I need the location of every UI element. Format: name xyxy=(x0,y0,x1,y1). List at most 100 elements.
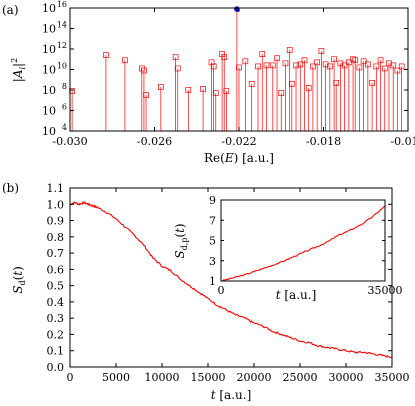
inset-y-tick-label: 3 xyxy=(209,255,216,268)
inset-x-tick-label: 0 xyxy=(218,284,225,297)
data-marker xyxy=(242,58,249,65)
data-marker xyxy=(210,63,217,70)
inset-plot xyxy=(220,205,386,282)
panel-a-label: (a) xyxy=(2,3,19,17)
data-marker xyxy=(356,64,363,71)
data-marker xyxy=(341,62,348,69)
panel-b-label: (b) xyxy=(2,181,19,195)
data-marker xyxy=(221,54,228,61)
data-marker xyxy=(255,63,261,70)
y-tick-label: 0.2 xyxy=(47,328,65,341)
x-tick-label: -0.014 xyxy=(390,135,415,148)
panel-b-axes: 0 5000 10000 15000 20000 25000 30000 35000 0.0 0.… xyxy=(47,182,410,384)
data-marker xyxy=(293,62,299,69)
x-tick-label: 35000 xyxy=(375,371,410,384)
data-marker xyxy=(122,57,128,64)
inset-xlabel: t [a.u.] xyxy=(276,288,317,302)
data-marker xyxy=(212,90,219,96)
y-tick-label: 0.3 xyxy=(47,312,65,325)
data-marker xyxy=(331,56,337,63)
data-marker xyxy=(269,62,276,69)
data-marker xyxy=(200,86,206,92)
y-tick-label: 10 xyxy=(42,23,56,36)
y-tick-label: 1.0 xyxy=(47,198,65,211)
data-marker xyxy=(236,64,242,71)
y-tick-label: 10 xyxy=(42,105,56,118)
data-marker xyxy=(288,80,295,87)
y-tick-label: 10 xyxy=(42,43,56,56)
inset-x-tick-label: 35000 xyxy=(368,284,403,297)
x-tick-label: 15000 xyxy=(191,371,226,384)
data-marker xyxy=(274,55,280,62)
data-marker xyxy=(352,57,359,64)
data-marker xyxy=(326,63,333,70)
data-marker xyxy=(174,65,181,72)
data-marker xyxy=(185,87,192,93)
y-tick-exponent: 8 xyxy=(62,82,67,91)
y-tick-label: 1.1 xyxy=(47,182,65,195)
y-tick-label: 0.6 xyxy=(47,263,65,276)
y-tick-label: 0.7 xyxy=(47,247,65,260)
data-marker xyxy=(138,65,145,72)
x-tick-label: 20000 xyxy=(237,371,272,384)
y-tick-label: 0.8 xyxy=(47,231,65,244)
data-marker xyxy=(278,90,285,96)
panel-b-plot xyxy=(69,200,393,359)
y-tick-label: 0.1 xyxy=(47,345,65,358)
inset-series-line xyxy=(220,205,386,282)
y-tick-label: 10 xyxy=(42,84,56,97)
inset-y-tick-label: 5 xyxy=(209,235,216,248)
x-tick-label: 30000 xyxy=(329,371,364,384)
panel-a-xlabel: Re(E) [a.u.] xyxy=(204,151,274,165)
x-tick-label: -0.030 xyxy=(52,135,87,148)
data-marker xyxy=(322,61,329,68)
y-tick-exponent: 12 xyxy=(57,41,67,50)
data-marker xyxy=(297,61,304,68)
data-marker xyxy=(305,85,312,91)
data-marker xyxy=(386,60,392,67)
y-tick-label: 0.0 xyxy=(47,361,65,374)
y-tick-label: 0.4 xyxy=(47,296,65,309)
data-marker xyxy=(248,80,255,87)
data-marker xyxy=(337,60,344,67)
data-marker xyxy=(318,48,325,54)
y-tick-label: 10 xyxy=(42,64,56,77)
data-marker xyxy=(365,61,371,68)
x-tick-label: -0.022 xyxy=(221,135,256,148)
data-marker xyxy=(381,65,388,72)
x-tick-label: 10000 xyxy=(145,371,180,384)
inset-axes: 0 35000 1 3 5 7 9 xyxy=(209,194,403,297)
data-marker xyxy=(223,88,230,94)
data-marker xyxy=(390,62,397,69)
y-tick-exponent: 10 xyxy=(57,62,67,71)
y-tick-label: 10 xyxy=(42,125,56,138)
data-marker xyxy=(346,59,352,66)
data-marker xyxy=(263,62,270,69)
y-tick-exponent: 14 xyxy=(57,21,67,30)
data-marker xyxy=(141,67,147,74)
data-marker xyxy=(259,51,266,57)
data-marker xyxy=(219,51,225,57)
y-tick-exponent: 16 xyxy=(57,0,67,9)
data-marker xyxy=(282,60,289,67)
data-marker xyxy=(143,92,149,98)
data-marker xyxy=(350,56,356,63)
data-marker xyxy=(394,67,401,74)
panel-a-plot xyxy=(69,6,405,131)
data-marker xyxy=(360,58,367,65)
inset-background xyxy=(221,200,385,281)
data-marker xyxy=(208,59,215,66)
x-tick-label: 0 xyxy=(67,371,74,384)
y-tick-label: 0.5 xyxy=(47,280,65,293)
data-marker xyxy=(314,59,321,66)
x-tick-label: -0.018 xyxy=(306,135,341,148)
y-tick-label: 0.9 xyxy=(47,215,65,228)
data-marker xyxy=(172,54,179,61)
data-marker xyxy=(373,63,380,70)
panel-a-ylabel: |Ai|2 xyxy=(10,58,27,82)
series-line xyxy=(69,200,393,359)
inset-y-tick-label: 9 xyxy=(209,194,216,207)
data-marker xyxy=(333,79,340,86)
y-tick-label: 10 xyxy=(42,2,56,15)
